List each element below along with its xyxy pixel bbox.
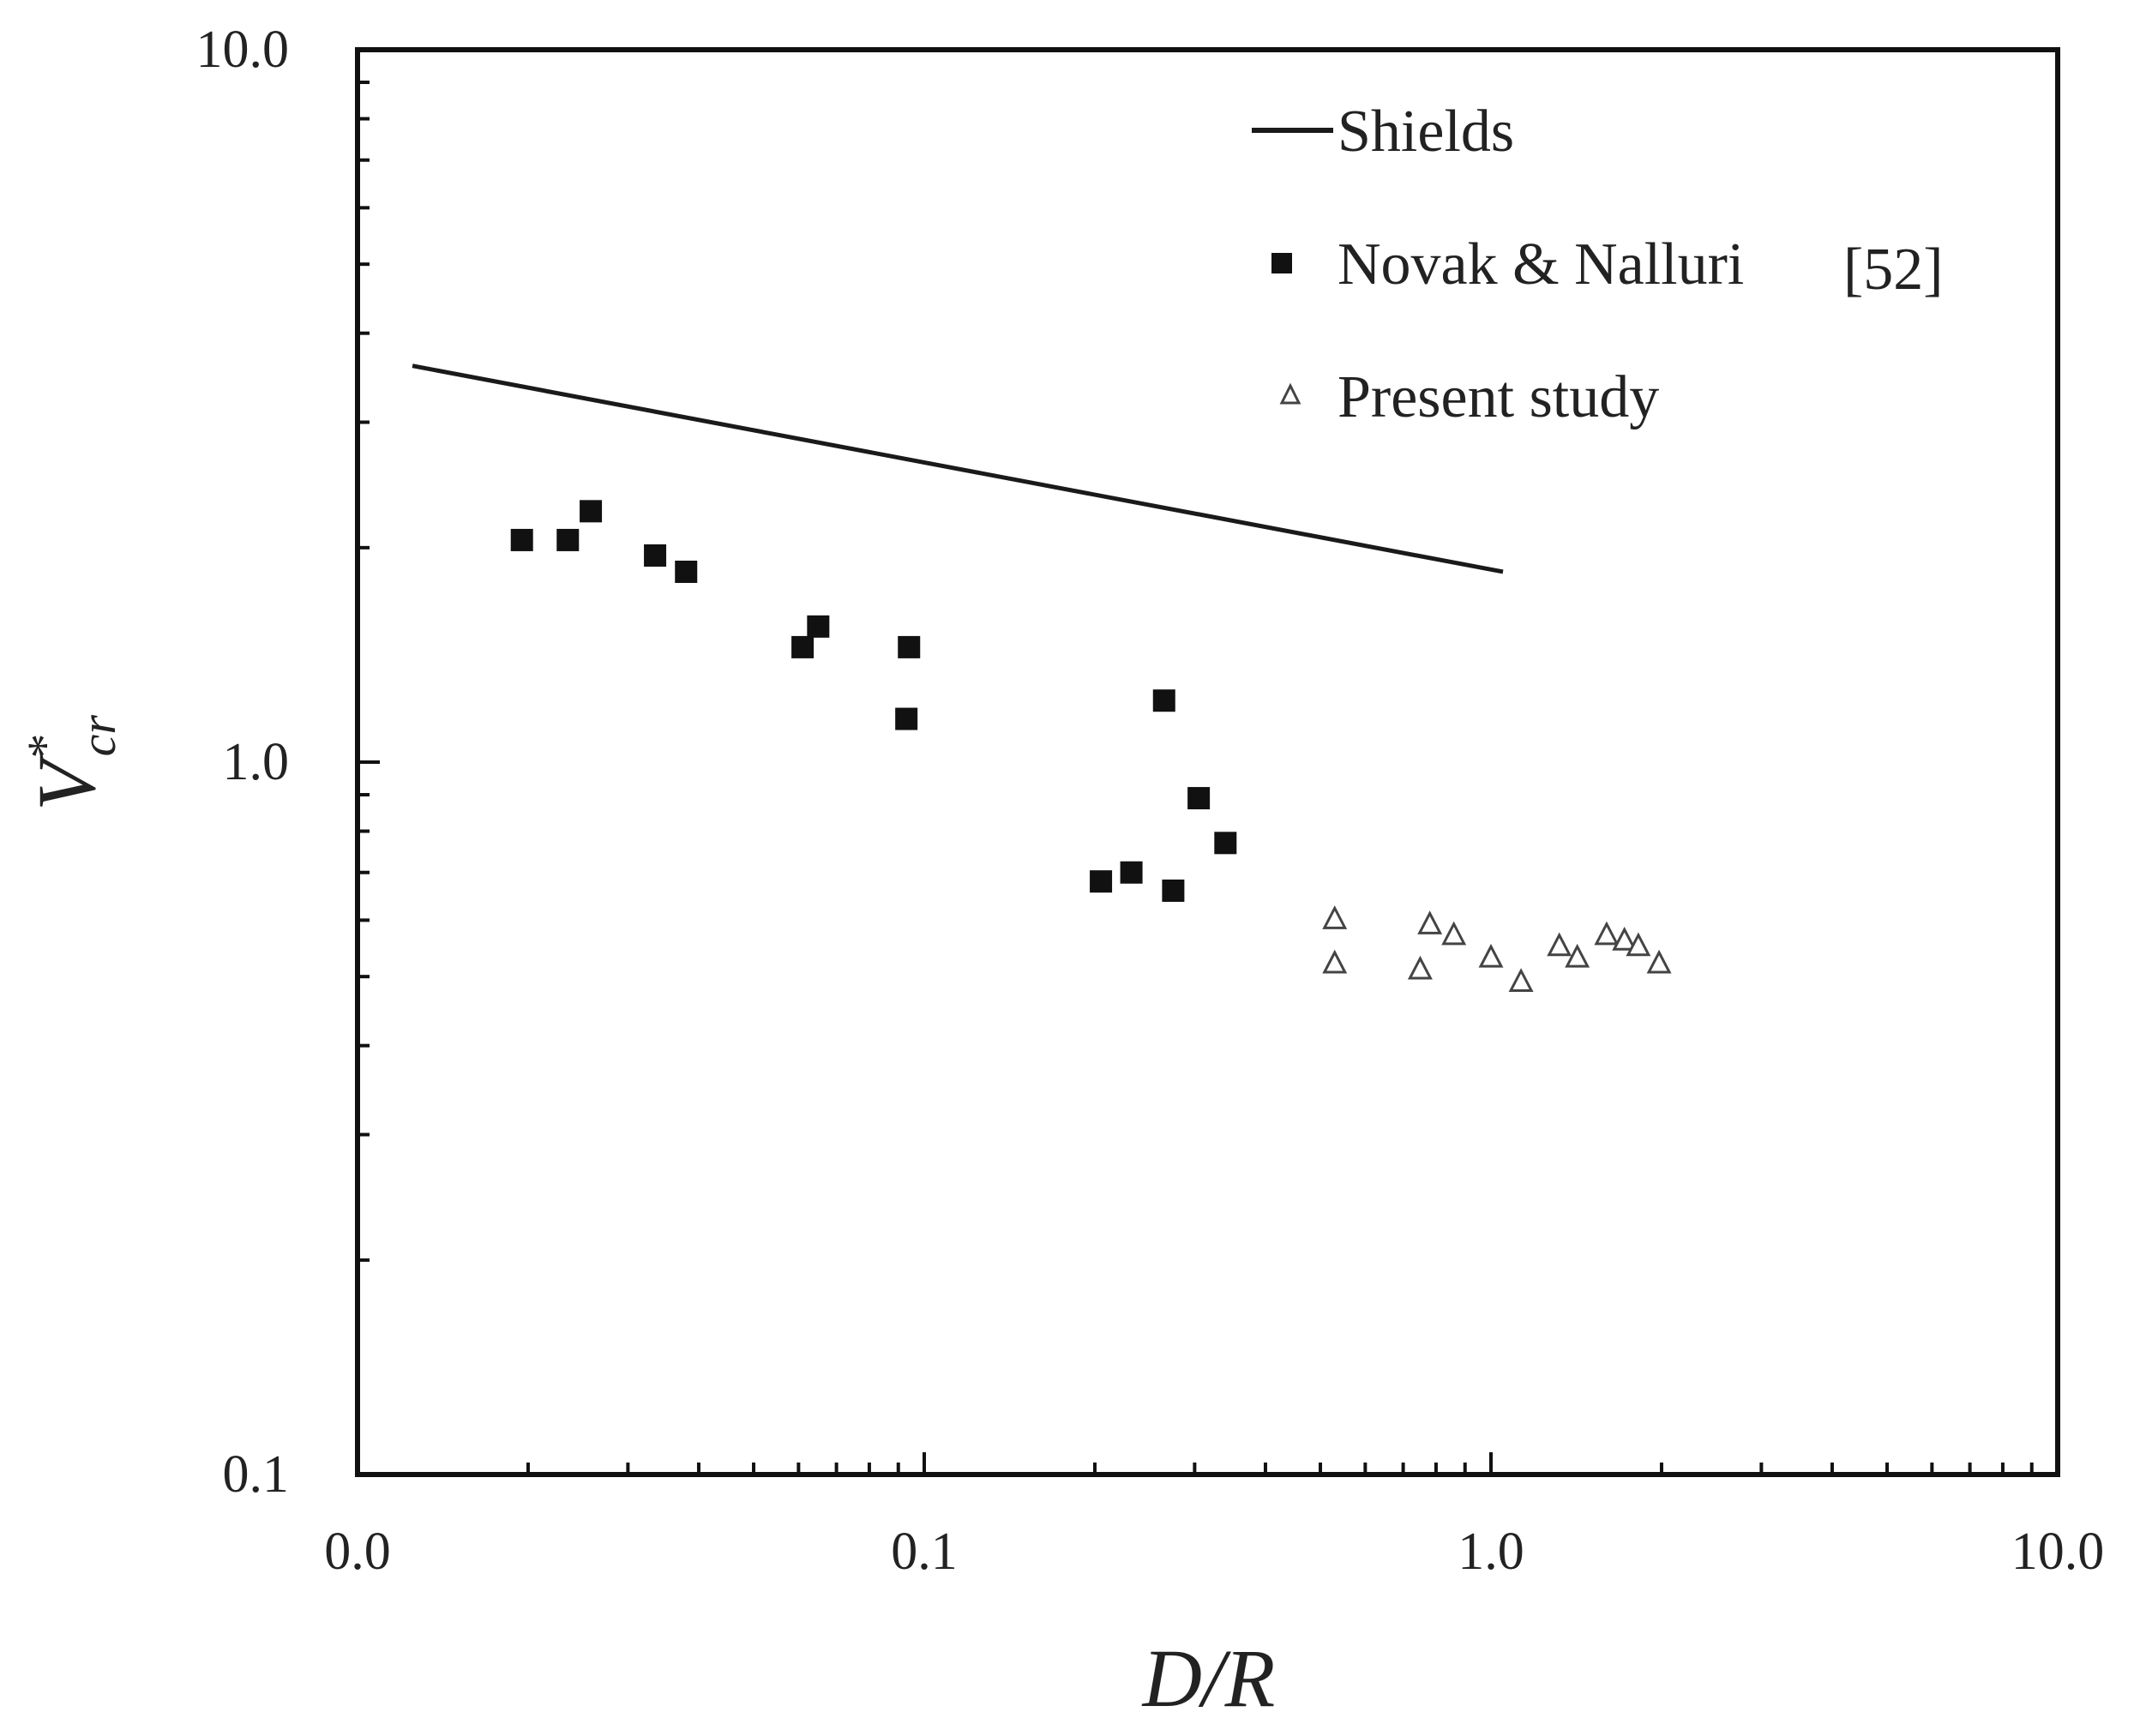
present-study-point: [1626, 932, 1651, 957]
novak-nalluri-point: [807, 615, 830, 638]
legend-square-symbol: [1271, 253, 1292, 273]
novak-nalluri-point: [791, 635, 815, 658]
present-study-point: [1322, 949, 1348, 974]
novak-nalluri-point: [1120, 861, 1143, 884]
x-axis-title: D/R: [1141, 1632, 1276, 1724]
novak-nalluri-point: [898, 635, 921, 658]
y-tick-label: 1.0: [223, 733, 290, 791]
novak-nalluri-point: [580, 500, 603, 523]
present-study-point: [1441, 921, 1467, 946]
novak-nalluri-point: [1152, 689, 1175, 712]
novak-nalluri-point: [510, 528, 533, 551]
novak-nalluri-point: [675, 560, 698, 583]
present-study-point: [1322, 905, 1348, 929]
x-tick-label: 0.0: [324, 1523, 391, 1581]
legend-label: Shields: [1338, 99, 1514, 165]
present-study-point: [1547, 932, 1572, 957]
legend-reference: [52]: [1843, 237, 1944, 303]
legend-triangle-symbol: [1279, 382, 1301, 405]
axis-ticks: [356, 48, 2059, 1476]
present-study-point: [1407, 955, 1433, 980]
novak-nalluri-point: [1214, 832, 1237, 855]
legend: Shields Novak & Nalluri [52] Present study: [1252, 99, 1944, 430]
x-tick-label: 0.1: [891, 1523, 958, 1581]
novak-nalluri-point: [1090, 870, 1113, 893]
present-study-point: [1612, 927, 1638, 951]
tick-labels: 0.0 0.1 1.0 10.0 0.1 1.0 10.0: [196, 21, 2105, 1581]
shields-line: [412, 363, 1504, 574]
axis-titles: D/R V*cr: [17, 715, 1275, 1724]
y-tick-label: 0.1: [223, 1445, 290, 1504]
x-tick-label: 10.0: [2011, 1523, 2105, 1581]
series-layer: [412, 363, 1672, 992]
legend-label: Present study: [1338, 364, 1659, 430]
y-tick-label: 10.0: [196, 21, 290, 79]
novak-nalluri-point: [895, 707, 918, 730]
present-study-point: [1508, 968, 1534, 992]
present-study-point: [1594, 921, 1620, 946]
present-study-point: [1565, 943, 1590, 968]
present-study-point: [1417, 910, 1443, 934]
present-study-point: [1646, 949, 1672, 974]
legend-label: Novak & Nalluri: [1338, 231, 1744, 297]
novak-nalluri-point: [556, 528, 580, 551]
novak-nalluri-point: [1187, 787, 1211, 810]
y-axis-title: V*cr: [17, 715, 126, 811]
novak-nalluri-point: [644, 544, 667, 567]
present-study-point: [1478, 943, 1504, 968]
x-tick-label: 1.0: [1458, 1523, 1524, 1581]
novak-nalluri-point: [1162, 879, 1185, 902]
